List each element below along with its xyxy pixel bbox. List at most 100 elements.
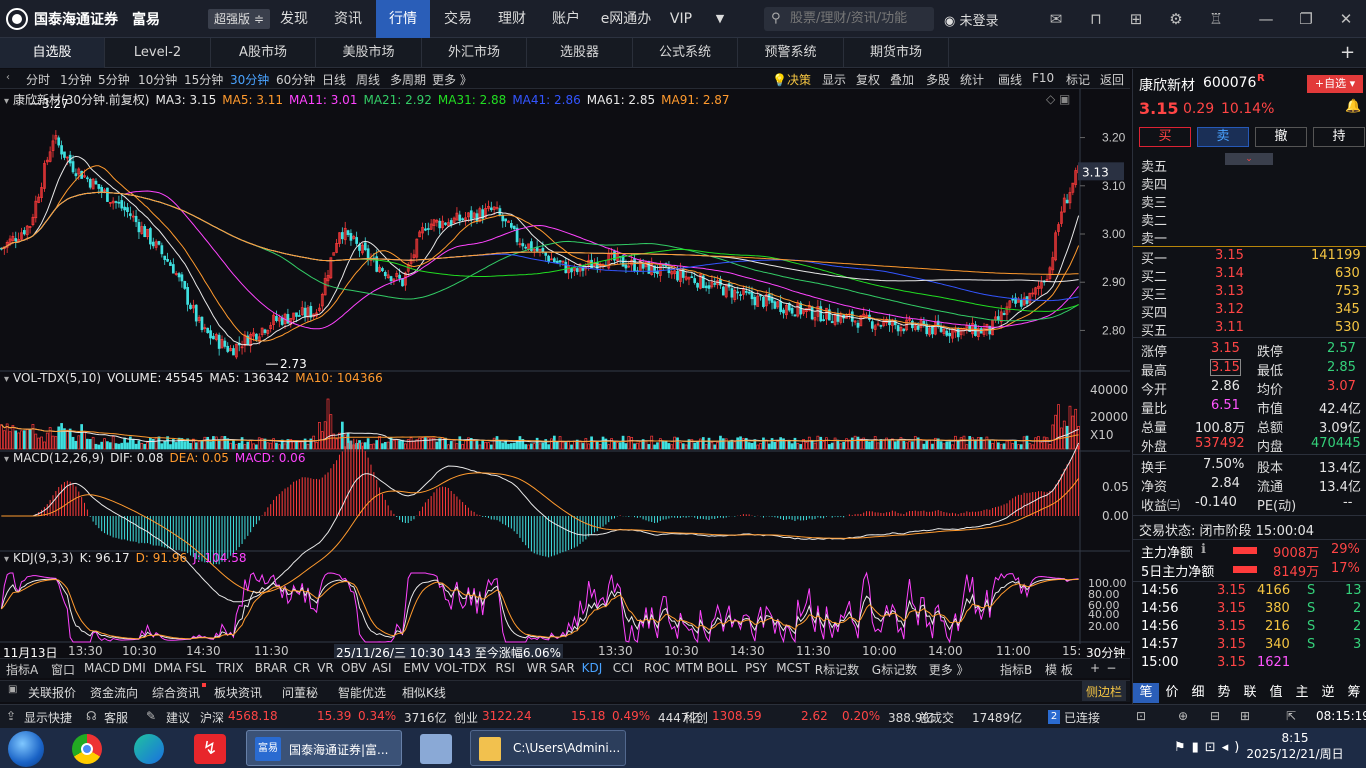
tab-8[interactable]: 期货市场 — [844, 38, 949, 68]
nav-6[interactable]: e网通办 — [600, 11, 652, 27]
nav-5[interactable]: 账户 — [552, 11, 580, 27]
indicator-18[interactable]: CCI — [612, 661, 634, 675]
sell-button[interactable]: 卖 — [1197, 127, 1249, 147]
indicator-4[interactable]: DMA — [153, 661, 182, 675]
nav-4[interactable]: 理财 — [498, 11, 526, 27]
tab-3[interactable]: 美股市场 — [317, 38, 422, 68]
login-link[interactable]: ◉ 未登录 — [944, 14, 999, 29]
suggest-link[interactable]: 建议 — [166, 711, 191, 725]
edge-icon[interactable] — [134, 734, 164, 764]
period-10[interactable]: 更多 》 — [432, 73, 472, 87]
tab-4[interactable]: 外汇市场 — [422, 38, 527, 68]
gear-icon[interactable]: ⚙ — [1169, 10, 1183, 28]
indicator-23[interactable]: MCST — [776, 661, 810, 675]
bell-icon[interactable]: 🔔 — [1345, 99, 1362, 114]
close-icon[interactable]: ✕ — [1339, 10, 1353, 28]
sidebar-toggle[interactable]: 侧边栏 — [1082, 681, 1127, 701]
kline-chart[interactable]: 3.20 3.10 3.00 2.90 2.80 3.13 3.27 2.73 40000 200… — [0, 89, 1130, 644]
bottom-tab-5[interactable]: 智能优选 — [338, 686, 387, 700]
quick-icon[interactable]: ⇪ — [6, 709, 17, 723]
legend-collapse-icon[interactable]: ▾ — [4, 374, 10, 385]
bottom-tab-3[interactable]: 板块资讯 — [214, 686, 263, 700]
right-tab-6[interactable]: 主 — [1295, 685, 1309, 700]
add-icon[interactable]: ⊕ — [1178, 709, 1189, 723]
tab-0[interactable]: 自选股 — [0, 38, 105, 68]
expand-depth-icon[interactable]: ⌄ — [1225, 153, 1273, 165]
indicator-10[interactable]: OBV — [341, 661, 367, 675]
right-tab-8[interactable]: 筹 — [1347, 685, 1361, 700]
mail-icon[interactable]: ✉ — [1049, 10, 1063, 28]
indicator-6[interactable]: TRIX — [216, 661, 244, 675]
cancel-button[interactable]: 撤 — [1255, 127, 1307, 147]
indicator-15[interactable]: WR — [526, 661, 547, 675]
period-9[interactable]: 多周期 — [390, 73, 427, 87]
taskbar-app-securities[interactable]: 富易 国泰海通证券|富... — [246, 730, 402, 766]
tool-7[interactable]: F10 — [1032, 71, 1055, 85]
indicator-8[interactable]: CR — [293, 661, 311, 675]
indicator-9[interactable]: VR — [317, 661, 334, 675]
quick-link[interactable]: 显示快捷 — [24, 711, 73, 725]
legend-collapse-icon[interactable]: ▾ — [4, 554, 10, 565]
right-tab-7[interactable]: 逆 — [1321, 685, 1335, 700]
remote-desktop-icon[interactable] — [420, 734, 452, 764]
tab-2[interactable]: A股市场 — [211, 38, 316, 68]
legend-collapse-icon[interactable]: ▾ — [4, 96, 10, 107]
tool-4[interactable]: 多股 — [926, 73, 951, 87]
bottom-tab-2[interactable]: 综合资讯 — [152, 686, 201, 700]
bottom-collapse-icon[interactable]: ▣ — [8, 684, 18, 695]
tool-9[interactable]: 返回 — [1100, 73, 1125, 87]
indicator-25[interactable]: G标记数 — [871, 663, 918, 677]
period-7[interactable]: 日线 — [322, 73, 347, 87]
chrome-icon[interactable] — [72, 734, 102, 764]
add-watchlist-button[interactable]: +自选 ▾ — [1307, 75, 1363, 93]
indicator-29[interactable]: + — [1090, 661, 1101, 675]
suggest-icon[interactable]: ✎ — [146, 709, 157, 723]
nav-0[interactable]: 发现 — [280, 11, 308, 27]
period-4[interactable]: 15分钟 — [184, 73, 224, 87]
collapse-icon[interactable]: ‹ — [6, 72, 10, 83]
tab-7[interactable]: 预警系统 — [739, 38, 844, 68]
tool-3[interactable]: 叠加 — [890, 73, 915, 87]
indicator-3[interactable]: DMI — [122, 661, 146, 675]
indicator-28[interactable]: 模 板 — [1045, 663, 1073, 677]
indicator-5[interactable]: FSL — [185, 661, 206, 675]
tool-5[interactable]: 统计 — [960, 73, 985, 87]
edition-badge[interactable]: 超强版 ≑ — [208, 9, 270, 29]
period-2[interactable]: 5分钟 — [98, 73, 130, 87]
period-8[interactable]: 周线 — [356, 73, 381, 87]
taskbar-clock[interactable]: 8:15 2025/12/21/周日 — [1240, 731, 1350, 762]
fullscreen-icon[interactable]: ⇱ — [1286, 709, 1297, 723]
bottom-tab-6[interactable]: 相似K线 — [402, 686, 446, 700]
bottom-tab-4[interactable]: 问董秘 — [282, 686, 319, 700]
indicator-2[interactable]: MACD — [84, 661, 120, 675]
service-link[interactable]: 客服 — [104, 711, 129, 725]
nav-1[interactable]: 资讯 — [334, 11, 362, 27]
restore-icon[interactable]: ❐ — [1299, 10, 1313, 28]
layout-icon[interactable]: ⊟ — [1210, 709, 1221, 723]
right-tab-0[interactable]: 笔 — [1133, 683, 1159, 703]
service-icon[interactable]: ☊ — [86, 709, 97, 723]
tray-icons[interactable]: ⚑▮⊡◂) — [1174, 740, 1246, 755]
bottom-tab-1[interactable]: 资金流向 — [90, 686, 139, 700]
indicator-7[interactable]: BRAR — [254, 661, 288, 675]
indicator-14[interactable]: RSI — [495, 661, 515, 675]
stock-app-icon[interactable]: ↯ — [194, 734, 226, 764]
indicator-0[interactable]: 指标A — [6, 663, 39, 677]
shirt-icon[interactable]: ♖ — [1209, 10, 1223, 28]
indicator-21[interactable]: BOLL — [706, 661, 738, 675]
period-5[interactable]: 30分钟 — [230, 73, 270, 87]
tool-8[interactable]: 标记 — [1066, 73, 1091, 87]
indicator-11[interactable]: ASI — [372, 661, 392, 675]
nav-2[interactable]: 行情 — [376, 0, 430, 38]
indicator-26[interactable]: 更多 》 — [928, 663, 969, 677]
indicator-13[interactable]: VOL-TDX — [434, 661, 487, 675]
tool-0[interactable]: 💡决策 — [772, 73, 811, 87]
nav-more-icon[interactable]: ▼ — [715, 12, 725, 25]
chart-options-icon[interactable]: ◇ ▣ — [1046, 92, 1071, 106]
period-0[interactable]: 分时 — [26, 73, 51, 87]
indicator-22[interactable]: PSY — [745, 661, 768, 675]
tab-1[interactable]: Level-2 — [106, 38, 211, 68]
bottom-tab-0[interactable]: 关联报价 — [28, 686, 77, 700]
indicator-19[interactable]: ROC — [644, 661, 671, 675]
right-tab-4[interactable]: 联 — [1243, 685, 1257, 700]
